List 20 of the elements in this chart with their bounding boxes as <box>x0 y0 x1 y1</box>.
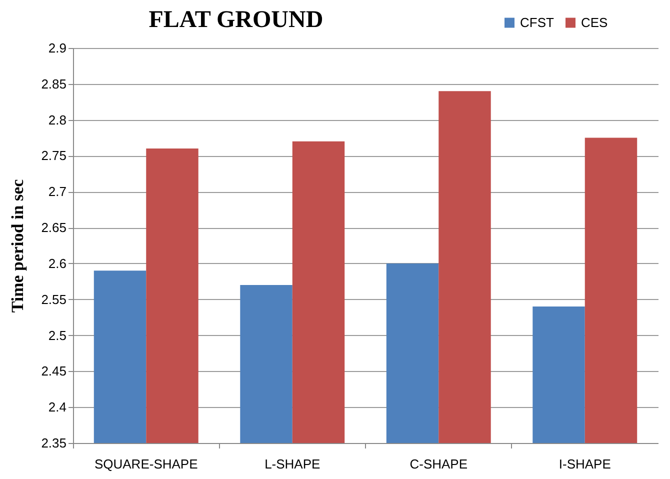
y-tick-label: 2.45 <box>41 364 66 379</box>
y-tick-label: 2.65 <box>41 220 66 236</box>
y-tick-label: 2.75 <box>41 148 66 164</box>
x-tick-label: SQUARE-SHAPE <box>94 456 198 472</box>
y-tick-label: 2.7 <box>48 184 66 200</box>
y-tick-label: 2.8 <box>48 112 66 128</box>
y-tick-label: 2.55 <box>41 292 66 307</box>
x-tick-label: L-SHAPE <box>264 456 321 472</box>
y-tick-label: 2.85 <box>41 76 66 92</box>
y-tick-label: 2.9 <box>48 40 66 56</box>
x-tick-label: I-SHAPE <box>558 456 612 472</box>
x-tick-label: C-SHAPE <box>410 456 468 472</box>
y-tick-label: 2.35 <box>41 436 66 450</box>
y-axis-title: Time period in sec <box>8 178 28 313</box>
y-tick-label: 2.4 <box>48 400 66 415</box>
y-tick-label: 2.5 <box>48 328 66 343</box>
chart-title: FLAT GROUND <box>148 7 324 33</box>
legend-label: CES <box>581 14 608 30</box>
y-tick-label: 2.6 <box>48 256 66 271</box>
legend-label: CFST <box>520 14 554 30</box>
